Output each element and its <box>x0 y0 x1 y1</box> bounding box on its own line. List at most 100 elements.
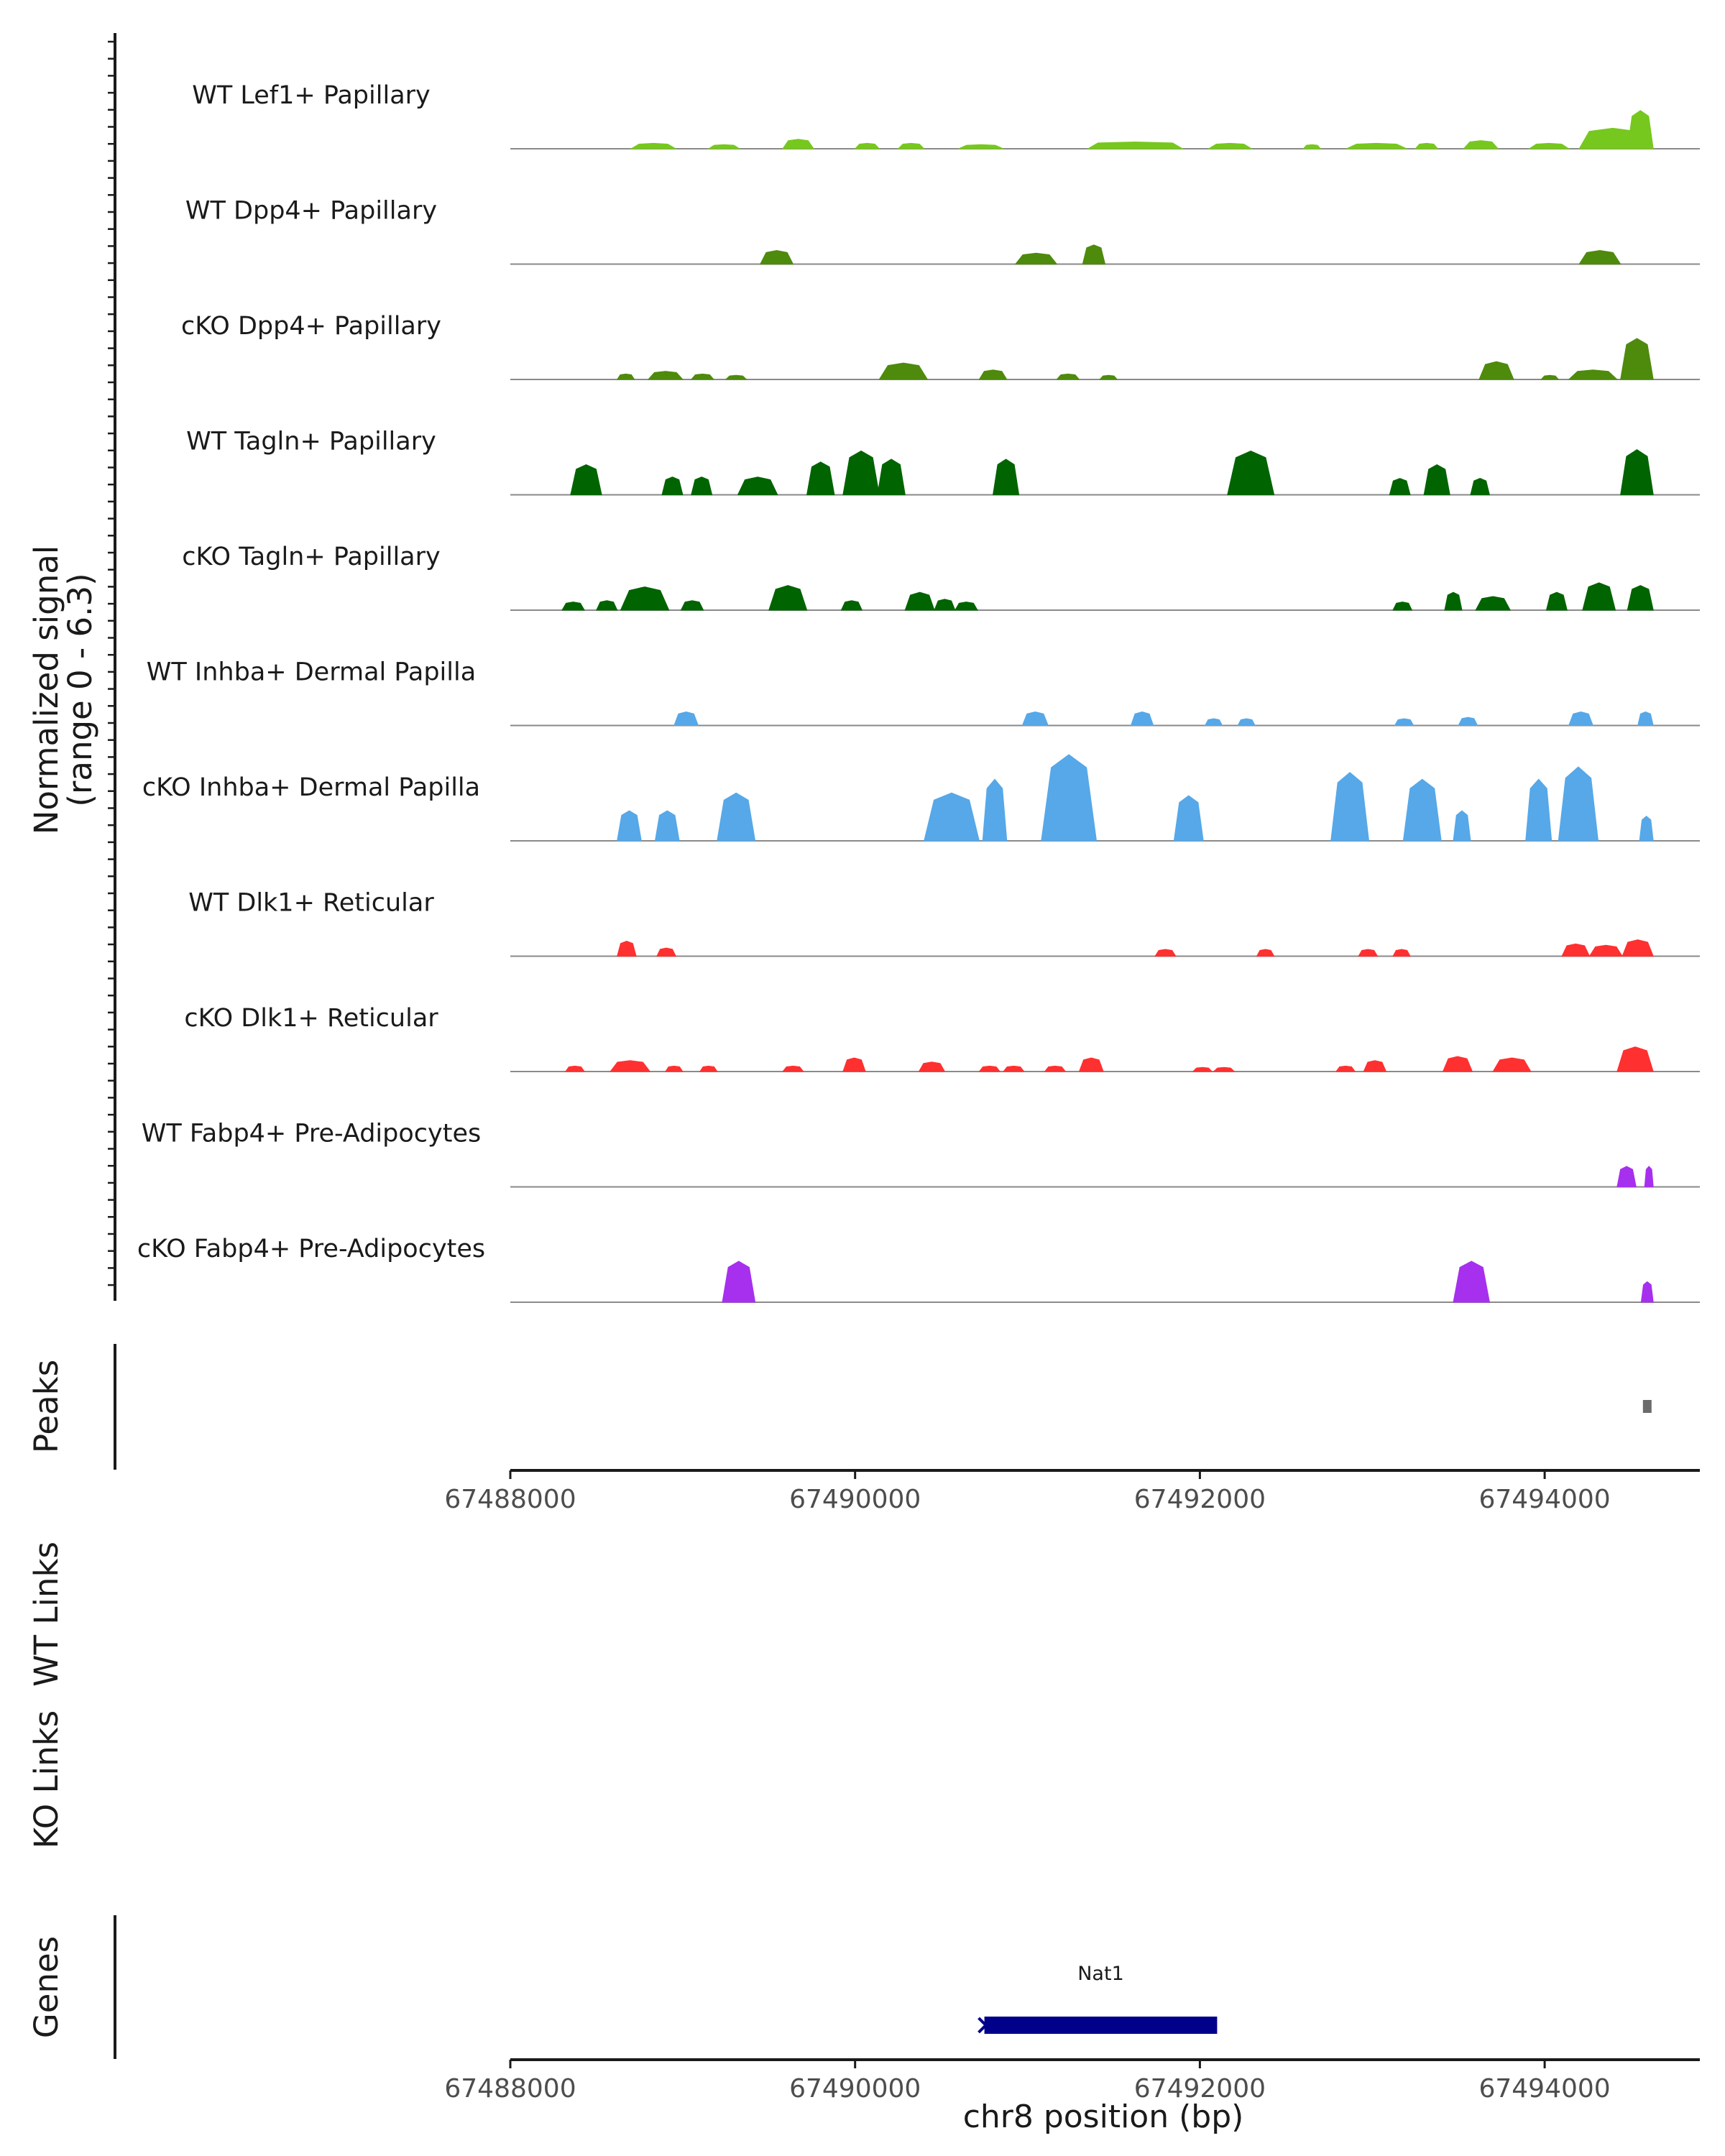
signal-peak <box>1561 943 1591 957</box>
y-axis-title: Normalized signal (range 0 - 6.3) <box>27 545 99 835</box>
signal-peak <box>1078 1057 1104 1072</box>
coverage-y-ticks <box>108 40 115 1286</box>
signal-peak <box>1442 1056 1473 1072</box>
signal-peak <box>647 371 684 380</box>
signal-peak <box>1458 717 1478 726</box>
signal-peak <box>1402 778 1442 842</box>
y-axis-title-line1: Normalized signal <box>27 545 65 835</box>
track-label: WT Fabp4+ Pre-Adipocytes <box>142 1120 481 1148</box>
track-label: cKO Tagln+ Papillary <box>182 543 441 571</box>
gene-body <box>984 2017 1218 2034</box>
signal-peak <box>722 1261 756 1303</box>
signal-peak <box>1616 1166 1637 1187</box>
signal-peak <box>664 1065 684 1072</box>
track-label: WT Dlk1+ Reticular <box>188 889 434 918</box>
track-label: cKO Dpp4+ Papillary <box>181 312 441 341</box>
signal-peak <box>1330 772 1370 842</box>
x-tick-label: 67492000 <box>1134 2074 1266 2104</box>
signal-peak <box>958 144 1004 149</box>
signal-peak <box>806 461 835 495</box>
signal-peak <box>630 142 678 149</box>
signal-peak <box>1204 718 1223 726</box>
x-tick-label: 67488000 <box>444 1485 576 1514</box>
signal-peak <box>878 362 929 380</box>
x-tick-label: 67490000 <box>789 2074 921 2104</box>
signal-peak <box>1056 373 1080 380</box>
signal-peak <box>1173 795 1204 842</box>
signal-peak <box>570 464 602 495</box>
signal-peak <box>1392 949 1411 957</box>
signal-peak <box>1014 252 1058 264</box>
signal-peak <box>1227 450 1275 495</box>
signal-peak <box>1527 142 1570 149</box>
signal-peak <box>1302 144 1322 149</box>
x-axis-top: 67488000 67490000 67492000 67494000 <box>444 1469 1700 1514</box>
signal-peak <box>620 586 670 611</box>
signal-peak <box>724 374 748 380</box>
signal-peak <box>1392 602 1413 611</box>
signal-peak <box>842 450 880 495</box>
signal-peak <box>673 711 699 726</box>
signal-peak <box>656 947 677 957</box>
signal-peak <box>782 139 815 149</box>
signal-peak <box>897 142 925 149</box>
signal-peak <box>1525 778 1552 842</box>
signal-peak <box>654 810 680 842</box>
signal-peak <box>1639 816 1654 842</box>
signal-peak <box>954 602 978 611</box>
signal-peak <box>842 1057 866 1072</box>
signal-peak <box>1463 140 1499 149</box>
signal-peak <box>1389 478 1411 495</box>
signal-peak <box>1130 711 1154 726</box>
signal-peak <box>564 1065 586 1072</box>
signal-peak <box>1616 1046 1654 1072</box>
signal-peak <box>934 599 956 611</box>
signal-peak <box>1492 1057 1532 1072</box>
signal-peak <box>1021 711 1049 726</box>
signal-peak <box>1637 711 1654 726</box>
signal-peak <box>1256 949 1275 957</box>
signal-peak <box>781 1065 804 1072</box>
gene-strand-arrow <box>978 2017 988 2034</box>
signal-peak <box>877 459 906 495</box>
signal-peak <box>854 142 880 149</box>
gene-track: Nat1 <box>978 1963 1218 2034</box>
peak-region <box>1642 1400 1652 1413</box>
signal-peak <box>1627 110 1654 149</box>
signal-peak <box>1414 142 1439 149</box>
signal-peak <box>561 602 585 611</box>
signal-peak <box>1568 369 1619 380</box>
track-label: cKO Fabp4+ Pre-Adipocytes <box>137 1235 485 1263</box>
signal-peak <box>1470 478 1491 495</box>
signal-peak <box>737 476 778 495</box>
track-label: cKO Dlk1+ Reticular <box>184 1004 438 1033</box>
signal-peak <box>610 1060 651 1072</box>
signal-peak <box>978 1065 1001 1072</box>
track-label: WT Inhba+ Dermal Papilla <box>147 658 476 687</box>
track-areas <box>510 110 1700 1303</box>
signal-peak <box>759 249 794 264</box>
signal-peak <box>1082 244 1106 264</box>
signal-peak <box>1363 1060 1387 1072</box>
signal-peak <box>661 476 684 495</box>
signal-peak <box>1041 754 1098 842</box>
signal-peak <box>1086 141 1184 149</box>
signal-peak <box>1568 711 1594 726</box>
signal-peak <box>1540 374 1560 380</box>
signal-peak <box>840 600 863 611</box>
x-axis-bottom: 67488000 67490000 67492000 67494000 <box>444 2058 1700 2104</box>
x-tick-label: 67490000 <box>789 1485 921 1514</box>
track-label: WT Lef1+ Papillary <box>192 81 431 110</box>
signal-peak <box>1545 591 1568 611</box>
signal-peak <box>1044 1065 1067 1072</box>
signal-peak <box>1453 1261 1491 1303</box>
signal-peak <box>1558 766 1599 842</box>
signal-peak <box>1453 810 1471 842</box>
signal-peak <box>768 585 808 611</box>
signal-peak <box>1002 1065 1025 1072</box>
signal-peak <box>690 373 715 380</box>
signal-peak <box>993 459 1020 495</box>
signal-peak <box>1192 1067 1213 1072</box>
peak-region-marks <box>1642 1400 1652 1413</box>
